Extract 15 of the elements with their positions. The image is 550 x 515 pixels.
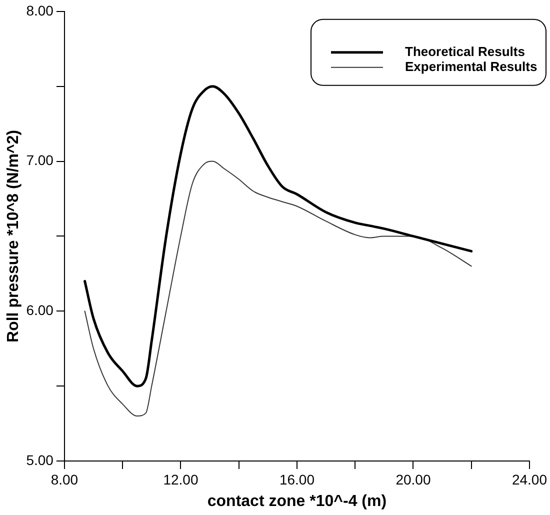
y-axis-title: Roll pressure *10^8 (N/m^2) (5, 130, 22, 342)
x-axis-title: contact zone *10^-4 (m) (207, 492, 387, 510)
line-series (84, 160, 472, 417)
x-tick-label: 24.00 (512, 471, 548, 488)
y-tick-label: 6.00 (26, 302, 54, 318)
line-series (84, 85, 473, 388)
x-tick-label: 16.00 (279, 471, 315, 488)
x-tick-label: 20.00 (396, 471, 431, 488)
y-tick-label: 5.00 (26, 452, 54, 468)
legend-label: Theoretical Results (405, 44, 525, 59)
legend-label: Experimental Results (405, 58, 538, 74)
x-tick-label: 12.00 (163, 471, 198, 488)
x-tick-label: 8.00 (50, 471, 78, 488)
y-tick-label: 8.00 (26, 2, 54, 18)
y-tick-label: 7.00 (26, 152, 54, 168)
